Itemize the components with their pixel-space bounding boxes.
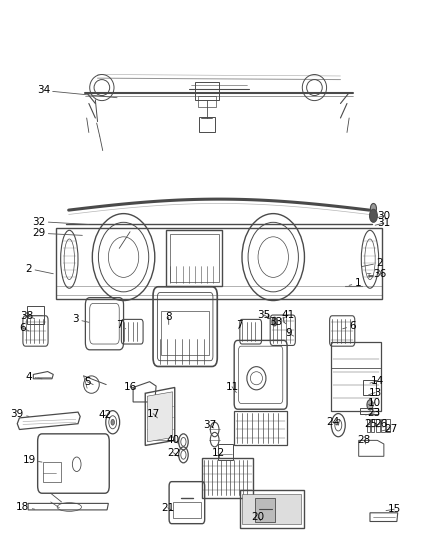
Text: 1: 1: [349, 278, 361, 288]
Text: 28: 28: [358, 435, 371, 446]
Text: 5: 5: [84, 377, 93, 386]
Bar: [201, 458, 253, 498]
Text: 25: 25: [364, 419, 378, 429]
Text: 32: 32: [32, 216, 89, 227]
Bar: [166, 230, 223, 286]
Text: 40: 40: [167, 434, 180, 445]
Text: 29: 29: [32, 228, 82, 238]
Text: 2: 2: [362, 258, 383, 268]
Text: 35: 35: [258, 310, 271, 320]
Bar: [173, 502, 201, 518]
Text: 30: 30: [376, 211, 390, 221]
Bar: [195, 82, 219, 100]
Text: 34: 34: [37, 85, 117, 98]
Text: 20: 20: [251, 512, 265, 522]
Ellipse shape: [367, 400, 373, 410]
Text: 16: 16: [124, 382, 137, 392]
Text: 19: 19: [22, 455, 42, 465]
Text: 10: 10: [368, 398, 381, 408]
Text: 6: 6: [343, 321, 356, 331]
Text: 37: 37: [203, 420, 216, 430]
Text: 9: 9: [285, 328, 293, 338]
Bar: [43, 462, 61, 482]
Bar: [371, 419, 374, 432]
Bar: [242, 494, 301, 524]
Ellipse shape: [371, 204, 377, 214]
Text: 13: 13: [368, 387, 382, 398]
Text: 4: 4: [26, 372, 42, 382]
Ellipse shape: [111, 419, 114, 425]
Text: 11: 11: [226, 382, 239, 392]
Bar: [199, 117, 215, 133]
Text: 41: 41: [282, 310, 295, 320]
Text: 31: 31: [375, 218, 391, 228]
Polygon shape: [148, 392, 173, 442]
Bar: [240, 490, 304, 528]
Text: 18: 18: [16, 502, 35, 512]
Bar: [27, 305, 44, 325]
Text: 2: 2: [26, 264, 53, 274]
Bar: [161, 311, 209, 355]
Text: 39: 39: [11, 409, 29, 418]
Text: 42: 42: [99, 410, 112, 420]
Bar: [367, 419, 370, 432]
Bar: [331, 342, 381, 410]
Ellipse shape: [370, 209, 378, 222]
Text: 38: 38: [21, 311, 35, 321]
Bar: [255, 498, 275, 522]
Text: 24: 24: [326, 417, 339, 427]
Ellipse shape: [272, 317, 277, 326]
Bar: [376, 419, 379, 432]
Bar: [360, 408, 378, 414]
Text: 33: 33: [269, 317, 282, 327]
Text: 17: 17: [146, 409, 160, 418]
Text: 23: 23: [366, 408, 381, 418]
Text: 6: 6: [20, 323, 29, 333]
Text: 27: 27: [381, 424, 397, 434]
Text: 22: 22: [167, 448, 180, 458]
Bar: [198, 96, 215, 107]
Bar: [57, 228, 381, 299]
Text: T: T: [367, 273, 371, 279]
Text: 8: 8: [166, 312, 172, 325]
Text: 7: 7: [237, 320, 243, 330]
Text: 3: 3: [73, 314, 89, 325]
Bar: [386, 419, 390, 432]
Text: 21: 21: [161, 503, 174, 513]
Text: 26: 26: [374, 419, 387, 429]
Text: 15: 15: [386, 504, 401, 514]
Text: 12: 12: [212, 448, 225, 458]
Text: 7: 7: [116, 320, 126, 330]
Bar: [218, 444, 233, 460]
Text: 36: 36: [370, 269, 386, 279]
Bar: [363, 380, 376, 395]
Bar: [170, 234, 219, 282]
Text: 14: 14: [370, 376, 384, 386]
Bar: [234, 410, 287, 446]
Bar: [381, 419, 385, 432]
